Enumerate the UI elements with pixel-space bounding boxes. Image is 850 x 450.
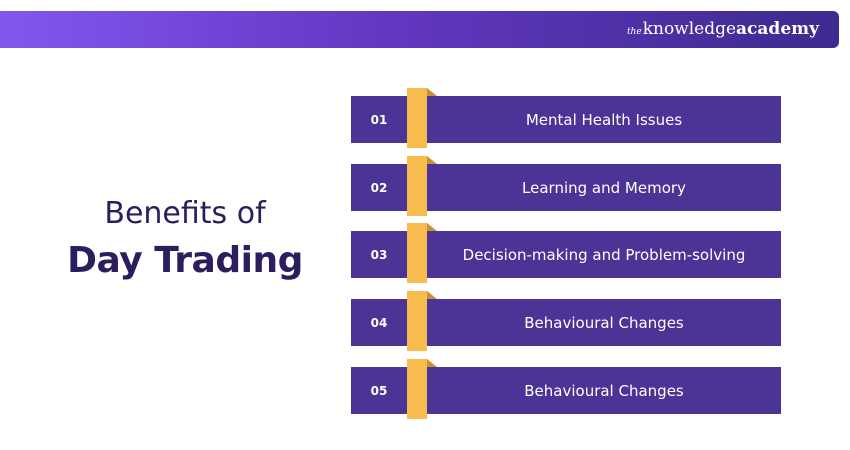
item-label: Decision-making and Problem-solving — [427, 231, 781, 278]
item-label: Behavioural Changes — [427, 367, 781, 414]
brand-prefix: the — [626, 27, 642, 37]
item-number: 05 — [351, 367, 407, 414]
accent-band — [407, 223, 427, 283]
accent-band — [407, 88, 427, 148]
brand-suffix: academy — [736, 19, 819, 39]
accent-fold — [427, 359, 437, 367]
benefit-item-3: 03 Decision-making and Problem-solving — [351, 223, 781, 283]
header-banner: theknowledgeacademy — [0, 11, 839, 48]
item-label: Learning and Memory — [427, 164, 781, 211]
accent-band — [407, 156, 427, 216]
accent-fold — [427, 291, 437, 299]
benefit-item-2: 02 Learning and Memory — [351, 156, 781, 216]
benefit-item-1: 01 Mental Health Issues — [351, 88, 781, 148]
item-number: 01 — [351, 96, 407, 143]
benefit-item-4: 04 Behavioural Changes — [351, 291, 781, 351]
item-label: Mental Health Issues — [427, 96, 781, 143]
accent-band — [407, 359, 427, 419]
heading-line-1: Benefits of — [104, 196, 266, 231]
brand-logo: theknowledgeacademy — [627, 19, 819, 39]
accent-band — [407, 291, 427, 351]
accent-fold — [427, 156, 437, 164]
item-number: 04 — [351, 299, 407, 346]
heading-line-2: Day Trading — [67, 240, 303, 281]
item-number: 02 — [351, 164, 407, 211]
accent-fold — [427, 88, 437, 96]
accent-fold — [427, 223, 437, 231]
brand-main: knowledge — [642, 19, 737, 39]
benefit-item-5: 05 Behavioural Changes — [351, 359, 781, 419]
item-number: 03 — [351, 231, 407, 278]
item-label: Behavioural Changes — [427, 299, 781, 346]
